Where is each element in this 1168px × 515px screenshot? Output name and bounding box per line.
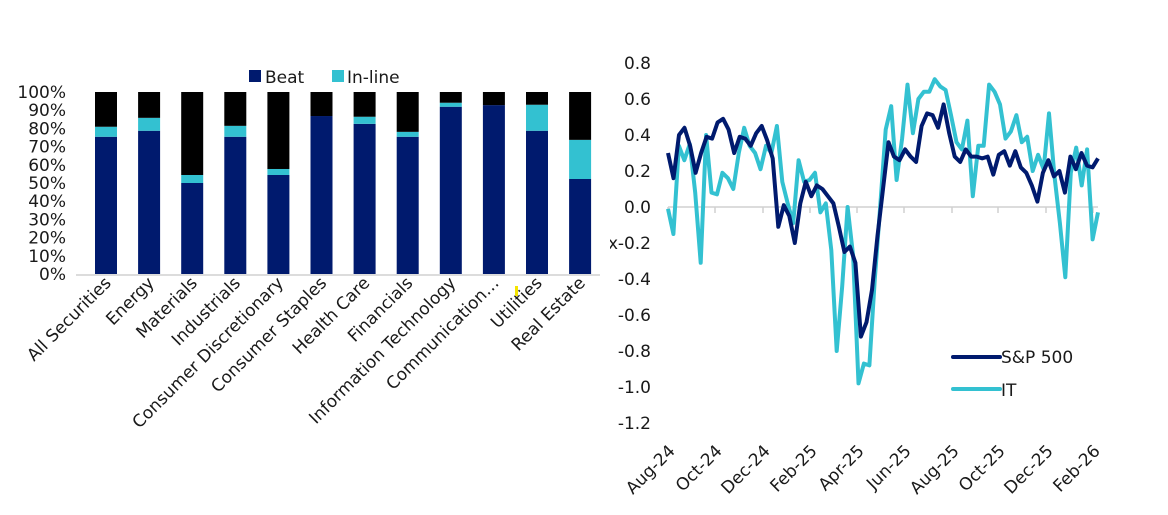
bar-segment-beat bbox=[569, 178, 592, 274]
bar-segment-other bbox=[439, 92, 462, 103]
x-tick-label: Oct-25 bbox=[955, 441, 1010, 496]
bar-segment-other bbox=[526, 92, 548, 105]
bar-segment-other bbox=[138, 92, 161, 118]
x-tick-label: Aug-25 bbox=[906, 441, 963, 498]
y-tick-label: 0.0 bbox=[624, 198, 651, 218]
bar-segment-inline bbox=[526, 104, 548, 131]
y-tick-label: 0.8 bbox=[624, 54, 651, 74]
y-tick-label: 40% bbox=[28, 192, 66, 212]
bar-segment-beat bbox=[396, 136, 419, 274]
bar-segment-other bbox=[482, 92, 505, 106]
bar-segment-other bbox=[224, 92, 247, 126]
y-tick-label: 90% bbox=[28, 101, 66, 121]
y-tick-label: 60% bbox=[28, 156, 66, 176]
bar-segment-beat bbox=[181, 183, 204, 274]
bar-segment-inline bbox=[138, 117, 161, 131]
legend-swatch-inline bbox=[332, 70, 344, 82]
bar-segment-other bbox=[310, 92, 333, 117]
bar-segment-inline bbox=[353, 116, 376, 124]
x-tick-label: Dec-24 bbox=[717, 441, 774, 498]
bar-segment-other bbox=[181, 92, 204, 175]
y-tick-label: 0.2 bbox=[624, 162, 651, 182]
bar-segment-beat bbox=[138, 130, 161, 274]
x-tick-label: All Securities bbox=[23, 273, 115, 365]
bar-segment-beat bbox=[310, 116, 333, 274]
y-tick-label: -0.8 bbox=[618, 342, 651, 362]
bar-segment-inline bbox=[224, 125, 247, 137]
bar-segment-inline bbox=[569, 139, 592, 179]
legend-label-beat: Beat bbox=[265, 68, 305, 88]
x-tick-label: Feb-25 bbox=[766, 441, 821, 496]
bar-segment-beat bbox=[224, 136, 247, 274]
bar-segment-beat bbox=[482, 105, 505, 274]
y-tick-label: -0.6 bbox=[618, 306, 651, 326]
bar-segment-other bbox=[569, 92, 592, 140]
bar-segment-other bbox=[353, 92, 376, 117]
bar-segment-beat bbox=[267, 174, 290, 274]
y-tick-label: 10% bbox=[28, 247, 66, 267]
legend-swatch-beat bbox=[249, 70, 261, 82]
x-tick-label: Apr-25 bbox=[815, 441, 869, 495]
bar-segment-other bbox=[267, 92, 290, 169]
series-line-it bbox=[666, 77, 1100, 386]
y-axis-label: x bbox=[610, 234, 618, 254]
y-tick-label: 0.6 bbox=[624, 90, 651, 110]
y-tick-label: 100% bbox=[17, 83, 66, 103]
bar-legend: Beat In-line bbox=[249, 68, 400, 88]
y-tick-label: -0.4 bbox=[618, 270, 651, 290]
y-tick-label: 0% bbox=[39, 265, 66, 285]
x-tick-label: Dec-25 bbox=[1000, 441, 1057, 498]
y-tick-label: 80% bbox=[28, 119, 66, 139]
x-tick-label: Feb-26 bbox=[1049, 441, 1104, 496]
bar-segment-other bbox=[396, 92, 419, 132]
y-tick-label: 30% bbox=[28, 210, 66, 230]
bar-segment-other bbox=[95, 92, 117, 127]
x-tick-label: Aug-24 bbox=[622, 441, 679, 498]
bar-segment-beat bbox=[95, 136, 117, 274]
bar-segment-beat bbox=[439, 106, 462, 274]
bar-segment-inline bbox=[181, 174, 204, 183]
y-tick-label: 20% bbox=[28, 229, 66, 249]
line-legend: S&P 500 IT bbox=[951, 348, 1073, 401]
y-tick-label: 70% bbox=[28, 138, 66, 158]
y-tick-label: -1.2 bbox=[618, 414, 651, 434]
bar-segment-inline bbox=[267, 168, 290, 175]
legend-label-inline: In-line bbox=[347, 68, 400, 88]
bar-segment-inline bbox=[95, 126, 117, 137]
x-tick-label: Oct-24 bbox=[672, 441, 727, 496]
y-tick-label: -1.0 bbox=[618, 378, 651, 398]
legend-label-sp500: S&P 500 bbox=[1001, 348, 1073, 368]
y-tick-label: -0.2 bbox=[618, 234, 651, 254]
bar-chart: Beat In-line 0%10%20%30%40%50%60%70%80%9… bbox=[17, 68, 600, 433]
series-line-sp500 bbox=[666, 102, 1100, 339]
line-chart: 0.80.60.40.20.0-0.2-0.4-0.6-0.8-1.0-1.2 … bbox=[610, 54, 1105, 499]
yellow-marker bbox=[515, 286, 518, 296]
bar-segment-beat bbox=[526, 130, 548, 274]
legend-label-it: IT bbox=[1001, 381, 1017, 401]
y-tick-label: 0.4 bbox=[624, 126, 651, 146]
bar-segment-beat bbox=[353, 123, 376, 274]
bar-segment-inline bbox=[439, 102, 462, 107]
bar-segment-inline bbox=[396, 131, 419, 137]
y-tick-label: 50% bbox=[28, 174, 66, 194]
